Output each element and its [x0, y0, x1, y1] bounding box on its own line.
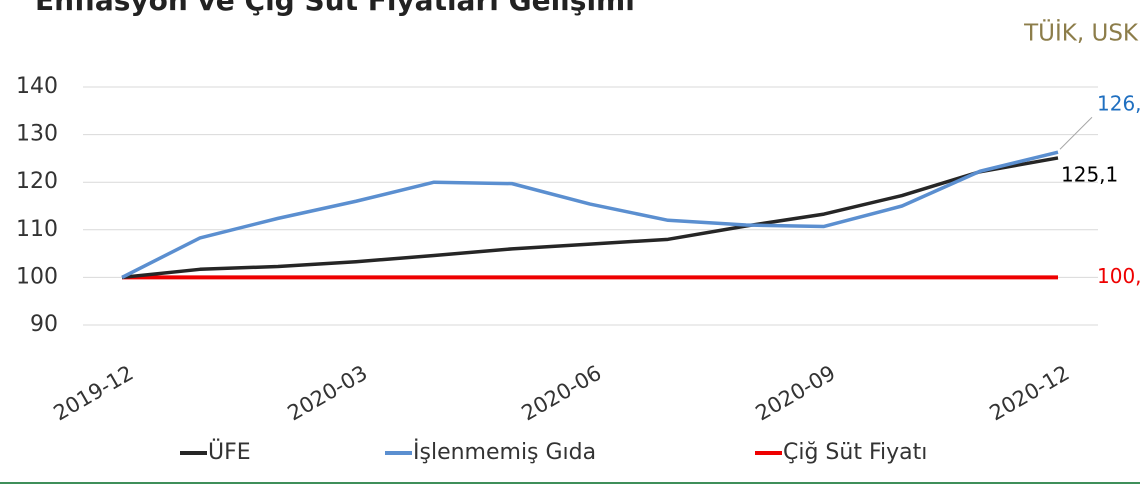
- legend-label: Çiğ Süt Fiyatı: [783, 440, 927, 465]
- data-label: 126,3: [1097, 92, 1140, 116]
- data-label: 100,0: [1097, 264, 1140, 288]
- y-tick-label: 100: [16, 264, 58, 289]
- legend-label: ÜFE: [208, 439, 251, 465]
- data-label: 125,1: [1061, 162, 1118, 186]
- series-line: [121, 156, 1059, 280]
- y-tick-label: 120: [16, 169, 58, 194]
- series-line: [121, 150, 1059, 279]
- chart-title: Enflasyon ve Çiğ Süt Fiyatları Gelişimi: [35, 0, 635, 17]
- y-tick-label: 130: [16, 122, 58, 147]
- legend-label: İşlenmemiş Gıda: [413, 439, 596, 465]
- source: TÜİK, USK: [1023, 19, 1139, 47]
- leader-line: [1059, 116, 1093, 150]
- y-tick-label: 140: [16, 74, 58, 99]
- y-tick-label: 90: [30, 312, 58, 337]
- y-tick-label: 110: [16, 217, 58, 242]
